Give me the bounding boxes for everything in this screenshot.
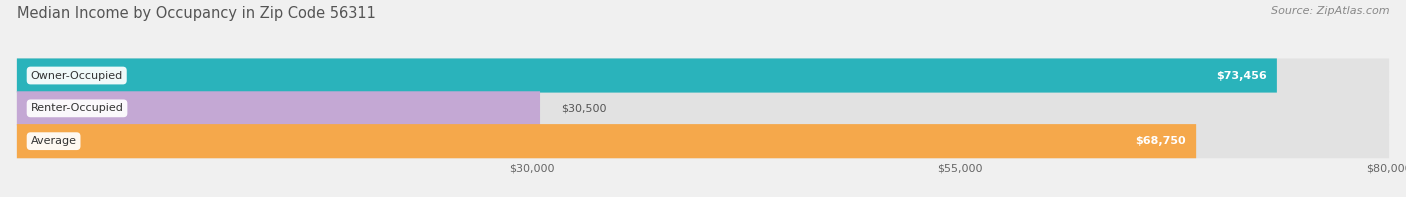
Text: Owner-Occupied: Owner-Occupied bbox=[31, 71, 122, 81]
Text: Average: Average bbox=[31, 136, 76, 146]
Text: Median Income by Occupancy in Zip Code 56311: Median Income by Occupancy in Zip Code 5… bbox=[17, 6, 375, 21]
FancyBboxPatch shape bbox=[17, 91, 540, 125]
FancyBboxPatch shape bbox=[17, 59, 1389, 93]
Text: $68,750: $68,750 bbox=[1135, 136, 1185, 146]
Text: $73,456: $73,456 bbox=[1216, 71, 1267, 81]
FancyBboxPatch shape bbox=[17, 124, 1197, 158]
Text: Source: ZipAtlas.com: Source: ZipAtlas.com bbox=[1271, 6, 1389, 16]
FancyBboxPatch shape bbox=[17, 59, 1277, 93]
Text: $30,500: $30,500 bbox=[561, 103, 606, 113]
FancyBboxPatch shape bbox=[17, 124, 1389, 158]
FancyBboxPatch shape bbox=[17, 91, 1389, 125]
Text: Renter-Occupied: Renter-Occupied bbox=[31, 103, 124, 113]
